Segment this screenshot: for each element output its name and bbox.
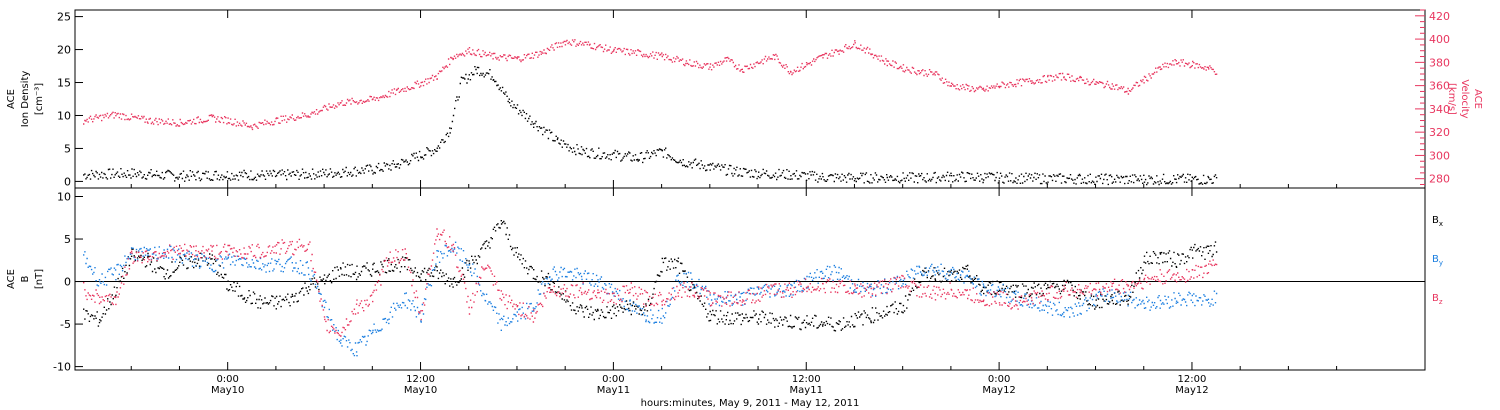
field-tick-label: 5 bbox=[64, 233, 71, 246]
legend-bx-sub: x bbox=[1439, 220, 1443, 228]
density-axis-label-line3: [cm⁻³] bbox=[34, 83, 45, 115]
velocity-axis-label-line3: [km/s] bbox=[1446, 83, 1457, 115]
field-legend: Bx By Bz bbox=[1432, 215, 1443, 306]
density-tick-label: 10 bbox=[57, 109, 71, 122]
field-tick-label: -10 bbox=[53, 361, 71, 374]
by-series bbox=[83, 241, 1218, 357]
velocity-tick-label: 300 bbox=[1429, 149, 1450, 162]
x-axis-title: hours:minutes, May 9, 2011 - May 12, 201… bbox=[641, 398, 860, 409]
velocity-tick-label: 420 bbox=[1429, 10, 1450, 23]
time-tick-label: 12:00 bbox=[406, 374, 435, 385]
density-axis-label-line2: Ion Density bbox=[20, 71, 31, 128]
legend-bz-sub: z bbox=[1439, 298, 1443, 306]
bottom-panel-series bbox=[83, 220, 1218, 357]
series-points bbox=[83, 39, 1218, 131]
density-tick-label: 15 bbox=[57, 77, 71, 90]
date-tick-label: May11 bbox=[597, 385, 630, 396]
legend-by-name: B bbox=[1432, 254, 1439, 265]
series-points bbox=[83, 228, 1218, 337]
time-tick-label: 12:00 bbox=[1178, 374, 1207, 385]
top-panel-frame bbox=[74, 9, 1426, 189]
velocity-series bbox=[83, 39, 1218, 131]
density-axis-label-line1: ACE bbox=[6, 89, 17, 109]
time-axis-ticks: 0:00May1012:00May100:00May1112:00May110:… bbox=[130, 10, 1338, 396]
field-axis-label-line1: ACE bbox=[6, 269, 17, 289]
field-tick-label: 0 bbox=[64, 276, 71, 289]
density-tick-label: 20 bbox=[57, 44, 71, 57]
velocity-axis-label-line1: ACE bbox=[1472, 89, 1483, 109]
date-tick-label: May11 bbox=[790, 385, 823, 396]
velocity-tick-label: 320 bbox=[1429, 126, 1450, 139]
field-axis-label-line3: [nT] bbox=[34, 269, 45, 289]
bz-series bbox=[83, 228, 1218, 337]
time-tick-label: 0:00 bbox=[216, 374, 238, 385]
density-tick-label: 25 bbox=[57, 11, 71, 24]
density-axis-ticks: 0 5 10 15 20 25 bbox=[57, 11, 83, 188]
field-tick-label: 10 bbox=[57, 191, 71, 204]
time-tick-label: 12:00 bbox=[792, 374, 821, 385]
top-panel-series bbox=[83, 39, 1218, 186]
time-tick-label: 0:00 bbox=[988, 374, 1010, 385]
date-tick-label: May12 bbox=[982, 385, 1015, 396]
velocity-tick-label: 340 bbox=[1429, 103, 1450, 116]
date-tick-label: May10 bbox=[404, 385, 437, 396]
velocity-tick-label: 360 bbox=[1429, 80, 1450, 93]
legend-bx: Bx bbox=[1432, 215, 1443, 228]
density-tick-label: 5 bbox=[64, 142, 71, 155]
legend-by-sub: y bbox=[1439, 259, 1443, 267]
bx-series bbox=[83, 220, 1218, 332]
series-points bbox=[83, 66, 1218, 186]
velocity-tick-label: 400 bbox=[1429, 33, 1450, 46]
density-tick-label: 0 bbox=[64, 175, 71, 188]
date-tick-label: May10 bbox=[211, 385, 244, 396]
velocity-axis-ticks: 280 300 320 340 360 380 400 420 bbox=[1415, 9, 1450, 186]
density-series bbox=[83, 66, 1218, 186]
field-axis-label-line2: B bbox=[20, 275, 31, 282]
date-tick-label: May12 bbox=[1175, 385, 1208, 396]
velocity-tick-label: 380 bbox=[1429, 56, 1450, 69]
legend-bx-name: B bbox=[1432, 215, 1439, 226]
bottom-panel-frame bbox=[74, 187, 1426, 371]
series-points bbox=[83, 220, 1218, 332]
series-points bbox=[83, 241, 1218, 357]
legend-bz: Bz bbox=[1432, 293, 1443, 306]
field-tick-label: -5 bbox=[60, 318, 71, 331]
time-tick-label: 0:00 bbox=[602, 374, 624, 385]
legend-by: By bbox=[1432, 254, 1443, 267]
velocity-tick-label: 280 bbox=[1429, 173, 1450, 186]
legend-bz-name: B bbox=[1432, 293, 1439, 304]
velocity-axis-label-line2: Velocity bbox=[1459, 79, 1470, 118]
